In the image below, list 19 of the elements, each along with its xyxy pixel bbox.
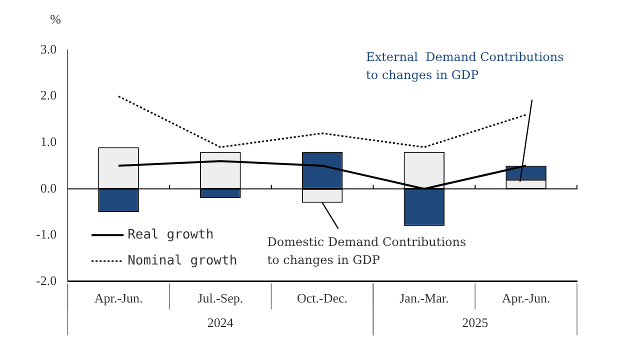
- text: 2024: [207, 314, 234, 330]
- x-tick-label: Jul.-Sep.: [198, 290, 244, 306]
- legend-label: Real growth: [128, 227, 214, 242]
- legend-label: Nominal growth: [128, 253, 238, 268]
- y-tick-label: 3.0: [40, 41, 57, 56]
- x-tick-label: Apr.-Jun.: [94, 290, 143, 306]
- y-tick-label: -1.0: [36, 226, 57, 242]
- line-series: [118, 95, 527, 148]
- y-axis-title: %: [50, 11, 62, 26]
- text: 2025: [462, 314, 488, 330]
- y-tick-label: 1.0: [40, 134, 57, 149]
- x-tick-label: Oct.-Dec.: [297, 290, 348, 306]
- x-tick-label: Apr.-Jun.: [502, 290, 550, 306]
- x-tick-label: Jan.-Mar.: [400, 290, 449, 306]
- y-tick-label: 2.0: [40, 88, 57, 103]
- y-tick-label: 0.0: [40, 180, 57, 196]
- text: Domestic Demand Contributions to changes in GDP: [267, 234, 466, 267]
- text: External Demand Contributions to changes in GDP: [366, 50, 564, 82]
- y-tick-label: -2.0: [36, 272, 57, 288]
